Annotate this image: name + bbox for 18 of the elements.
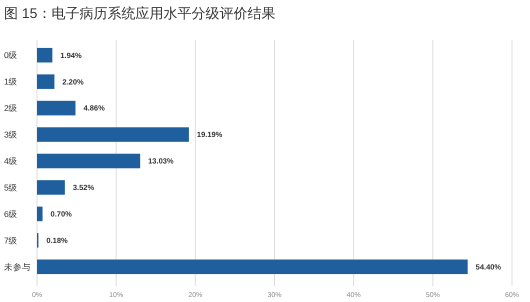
y-tick-label: 2级 (4, 103, 18, 114)
bar (37, 100, 76, 116)
y-tick-label: 4级 (4, 156, 18, 166)
bar (37, 127, 189, 142)
y-tick-label: 未参与 (4, 262, 31, 272)
y-tick-label: 0级 (4, 50, 18, 60)
bar (37, 180, 65, 195)
y-tick-label: 6级 (4, 208, 18, 219)
bar (37, 74, 54, 89)
bar (37, 48, 52, 62)
y-tick-label: 5级 (4, 182, 18, 192)
chart-title: 图 15：电子病历系统应用水平分级评价结果 (4, 5, 276, 21)
bar (37, 154, 140, 168)
y-tick-label: 3级 (4, 130, 18, 140)
y-tick-label: 1级 (4, 76, 18, 87)
bar (37, 260, 468, 274)
bar (37, 206, 43, 222)
y-tick-label: 7级 (4, 235, 18, 246)
